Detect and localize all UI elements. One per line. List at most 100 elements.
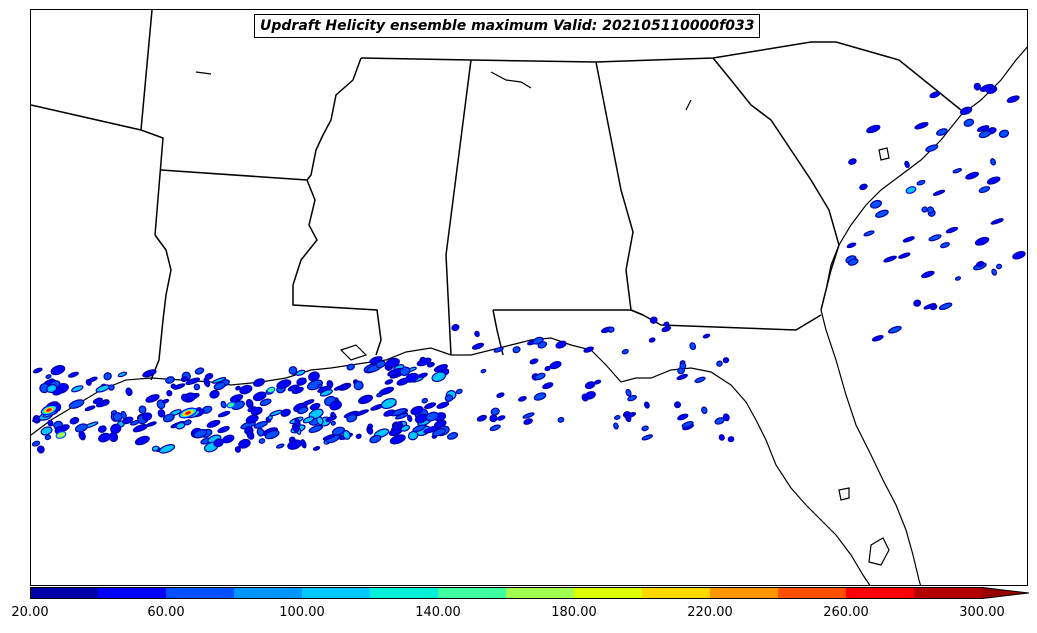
helicity-cell — [280, 408, 291, 417]
colorbar-tick-label: 180.00 — [551, 605, 597, 620]
helicity-cell — [480, 368, 487, 374]
helicity-cell — [204, 372, 214, 380]
helicity-cell — [185, 411, 191, 415]
helicity-cell — [185, 377, 201, 386]
helicity-cell — [297, 406, 309, 415]
helicity-cell — [146, 421, 157, 427]
helicity-cell — [308, 424, 324, 434]
state-border — [140, 10, 164, 236]
helicity-cell — [112, 412, 123, 422]
helicity-cell — [455, 388, 463, 395]
helicity-cell — [859, 183, 868, 191]
helicity-cell — [423, 425, 440, 434]
helicity-cell — [97, 425, 107, 433]
gulf-coastline — [31, 337, 871, 585]
helicity-cell — [253, 420, 269, 429]
helicity-cell — [276, 379, 292, 390]
atlantic-coastline — [820, 309, 922, 585]
helicity-cell — [648, 337, 656, 343]
helicity-cell — [963, 118, 975, 127]
helicity-cell — [226, 401, 236, 409]
helicity-cell — [92, 397, 103, 405]
helicity-cell — [250, 406, 263, 416]
helicity-cell — [978, 130, 992, 139]
helicity-cell — [383, 409, 396, 417]
helicity-cell — [641, 425, 649, 432]
helicity-cell — [213, 438, 224, 448]
map-panel — [30, 9, 1028, 586]
helicity-cell — [267, 415, 273, 421]
lake-okeechobee — [868, 537, 890, 566]
helicity-cell — [125, 387, 133, 397]
state-border — [493, 309, 644, 316]
helicity-cell — [643, 401, 650, 409]
lake — [490, 71, 532, 89]
helicity-cell — [446, 432, 459, 440]
colorbar-segment — [778, 587, 847, 599]
helicity-cell — [211, 376, 227, 384]
helicity-cell — [978, 186, 991, 194]
colorbar-tick-label: 220.00 — [687, 605, 733, 620]
helicity-cell — [870, 199, 882, 209]
helicity-cell — [490, 407, 500, 416]
helicity-cell — [493, 346, 504, 353]
helicity-cell — [399, 366, 411, 377]
helicity-cell — [50, 364, 66, 376]
colorbar-segment — [574, 587, 643, 599]
helicity-cell — [973, 82, 982, 91]
helicity-cell — [157, 409, 166, 418]
helicity-cell — [976, 125, 990, 132]
helicity-cell — [921, 206, 928, 213]
helicity-cell — [78, 430, 86, 441]
helicity-cell — [929, 91, 941, 99]
state-border — [595, 61, 644, 316]
helicity-cell — [424, 402, 437, 410]
helicity-cell — [405, 372, 419, 383]
helicity-cell — [866, 124, 881, 134]
helicity-cell — [134, 435, 150, 446]
helicity-cell — [412, 424, 426, 433]
helicity-cell — [46, 384, 58, 394]
helicity-cell — [898, 252, 911, 259]
helicity-cell — [471, 342, 485, 350]
helicity-cell — [234, 446, 241, 453]
colorbar-tick-label: 300.00 — [959, 605, 1005, 620]
helicity-cell — [288, 366, 298, 375]
helicity-cell — [938, 302, 953, 311]
helicity-cell — [173, 383, 186, 390]
helicity-cell — [926, 206, 935, 214]
helicity-cell — [621, 348, 629, 355]
helicity-cell — [183, 419, 192, 426]
helicity-cell — [31, 440, 41, 447]
helicity-cell — [220, 400, 227, 409]
colorbar-segment — [710, 587, 779, 599]
helicity-cell — [138, 405, 147, 415]
helicity-cell — [308, 371, 320, 382]
helicity-cell — [410, 405, 424, 415]
helicity-cell — [291, 386, 304, 395]
helicity-cell — [534, 372, 546, 381]
helicity-cell — [309, 403, 321, 411]
colorbar-segment — [506, 587, 575, 599]
helicity-cell — [451, 323, 460, 332]
helicity-cell — [378, 386, 395, 396]
helicity-cell — [888, 325, 902, 334]
colorbar-segment — [438, 587, 507, 599]
helicity-cell — [518, 395, 527, 402]
helicity-cell — [863, 230, 875, 237]
helicity-cell — [294, 417, 301, 428]
helicity-cell — [940, 242, 950, 249]
state-border — [445, 59, 472, 356]
helicity-cell — [47, 419, 54, 427]
helicity-cell — [266, 386, 276, 394]
helicity-cell — [332, 426, 345, 436]
helicity-cell — [996, 263, 1003, 270]
helicity-cell — [322, 434, 336, 441]
colorbar-segment — [166, 587, 235, 599]
helicity-cell — [193, 383, 201, 391]
helicity-cell — [883, 255, 897, 263]
helicity-cell — [88, 376, 98, 383]
helicity-cell — [676, 373, 688, 381]
helicity-cell — [425, 411, 439, 422]
helicity-cell — [583, 346, 594, 353]
